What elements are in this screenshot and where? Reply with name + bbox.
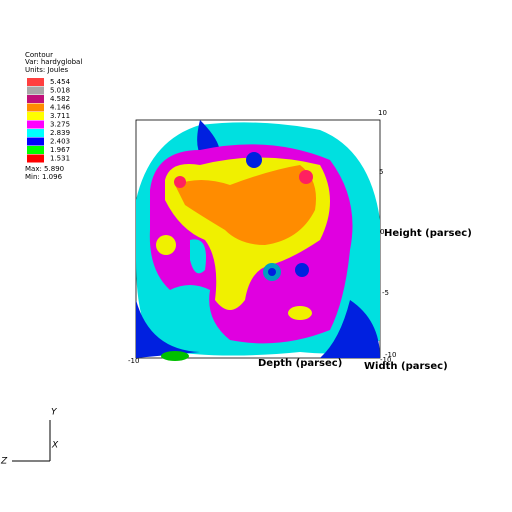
triad-x: X	[51, 441, 59, 451]
legend-label: 3.275	[50, 121, 70, 129]
legend-min: Min: 1.096	[25, 173, 63, 181]
legend-swatch	[27, 112, 44, 120]
legend-swatch	[27, 103, 44, 112]
axes: 10 5 0 -5 -10 Height (parsec) -10 -10 De…	[128, 109, 472, 372]
legend-swatch	[27, 154, 44, 163]
triad: Y X Z	[0, 408, 59, 467]
depth-label: Depth (parsec)	[258, 358, 342, 369]
legend-label: 3.711	[50, 112, 70, 120]
height-tick: -10	[385, 351, 396, 359]
legend-swatch	[27, 129, 44, 137]
legend-max: Max: 5.890	[25, 165, 64, 173]
legend-label: 2.839	[50, 129, 70, 137]
legend-swatch	[27, 137, 44, 146]
surface-blue	[320, 300, 380, 358]
surface-orange	[175, 165, 316, 245]
surface-blue	[268, 268, 276, 276]
render	[135, 119, 381, 361]
width-tick: -10	[380, 356, 391, 364]
surface-blue	[295, 263, 309, 277]
legend-title: Contour	[25, 51, 53, 59]
surface-blue	[136, 300, 200, 358]
height-tick: 10	[378, 109, 387, 117]
legend-swatch	[27, 120, 44, 129]
height-label: Height (parsec)	[384, 228, 472, 239]
legend-label: 5.454	[50, 78, 71, 86]
height-tick: -5	[382, 289, 389, 297]
legend-label: 1.967	[50, 146, 70, 154]
surface-red	[174, 176, 186, 188]
legend-label: 4.146	[50, 104, 71, 112]
legend-entries: 5.4545.0184.5824.1463.7113.2752.8392.403…	[27, 78, 71, 163]
height-tick: 5	[379, 168, 383, 176]
legend-swatch	[27, 86, 44, 95]
depth-tick: -10	[128, 357, 139, 365]
legend-label: 4.582	[50, 95, 70, 103]
width-label: Width (parsec)	[364, 361, 448, 372]
legend-variable: Var: hardyglobal	[25, 58, 82, 66]
legend-label: 2.403	[50, 138, 70, 146]
surface-yellow	[156, 235, 176, 255]
surface-green	[161, 351, 189, 361]
triad-z: Z	[0, 457, 8, 467]
surface-blue	[246, 152, 262, 168]
legend-units: Units: Joules	[25, 66, 69, 74]
legend-swatch	[27, 78, 44, 86]
surface-red	[299, 170, 313, 184]
height-tick: 0	[380, 228, 384, 236]
legend: Contour Var: hardyglobal Units: Joules 5…	[25, 51, 82, 181]
legend-swatch	[27, 146, 44, 154]
surface-cyan	[190, 239, 206, 274]
legend-swatch	[27, 95, 44, 103]
triad-y: Y	[51, 408, 58, 418]
legend-label: 1.531	[50, 155, 70, 163]
surface-yellow	[288, 306, 312, 320]
legend-label: 5.018	[50, 87, 70, 95]
